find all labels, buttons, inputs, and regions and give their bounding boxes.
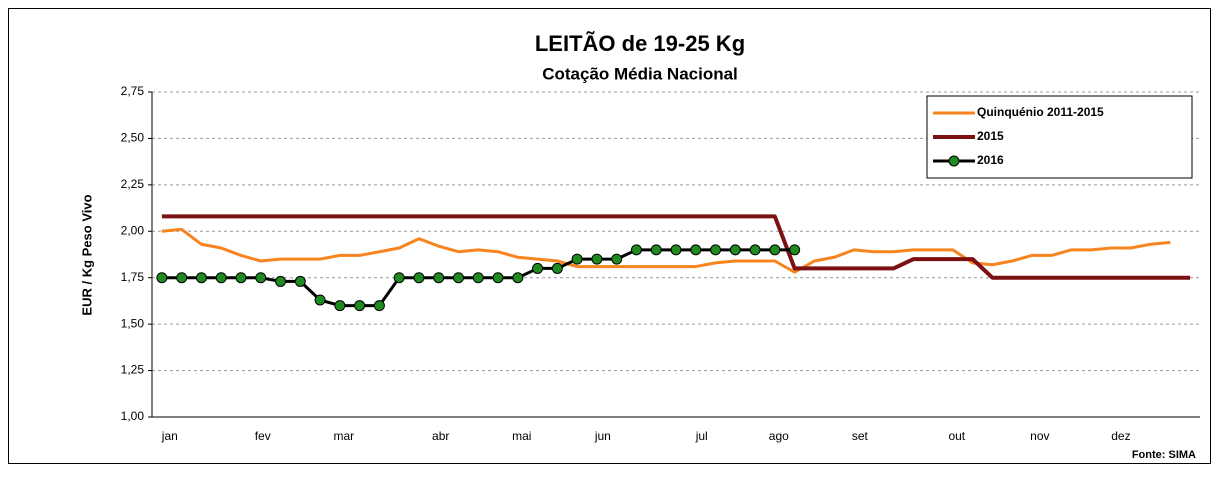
legend-label: 2015 xyxy=(977,129,1004,143)
data-point xyxy=(413,272,425,284)
x-tick-label: dez xyxy=(1111,429,1130,443)
chart-subtitle: Cotação Média Nacional xyxy=(542,64,738,83)
data-point xyxy=(611,253,623,265)
data-point xyxy=(670,244,682,256)
legend-label: 2016 xyxy=(977,153,1004,167)
data-point xyxy=(235,272,247,284)
x-tick-label: fev xyxy=(255,429,271,443)
data-point xyxy=(551,262,563,274)
data-point xyxy=(176,272,188,284)
source-note: Fonte: SIMA xyxy=(1132,449,1196,461)
x-tick-label: jan xyxy=(161,429,178,443)
data-point xyxy=(512,272,524,284)
data-point xyxy=(591,253,603,265)
data-point xyxy=(314,294,326,306)
data-point xyxy=(630,244,642,256)
x-tick-label: set xyxy=(852,429,869,443)
data-point xyxy=(571,253,583,265)
y-tick-label: 1,00 xyxy=(121,409,145,423)
data-point xyxy=(275,275,287,287)
data-point xyxy=(215,272,227,284)
y-tick-label: 2,50 xyxy=(121,131,145,145)
data-point xyxy=(749,244,761,256)
y-tick-label: 2,25 xyxy=(121,177,145,191)
data-point xyxy=(334,300,346,312)
x-tick-label: nov xyxy=(1030,429,1049,443)
x-tick-label: jun xyxy=(594,429,611,443)
data-point xyxy=(769,244,781,256)
data-point xyxy=(393,272,405,284)
x-tick-label: jul xyxy=(695,429,708,443)
series-line xyxy=(161,227,1171,274)
data-point xyxy=(472,272,484,284)
chart-title: LEITÃO de 19-25 Kg xyxy=(535,31,745,56)
data-point xyxy=(710,244,722,256)
x-tick-label: out xyxy=(948,429,965,443)
data-point xyxy=(156,272,168,284)
data-point xyxy=(789,244,801,256)
y-tick-label: 1,75 xyxy=(121,270,145,284)
y-tick-label: 2,00 xyxy=(121,223,145,237)
data-point xyxy=(195,272,207,284)
data-point xyxy=(492,272,504,284)
x-tick-label: mai xyxy=(512,429,531,443)
y-tick-label: 1,50 xyxy=(121,316,145,330)
series-line xyxy=(161,214,1191,280)
x-tick-label: mar xyxy=(333,429,354,443)
data-point xyxy=(729,244,741,256)
legend-marker xyxy=(948,155,960,167)
data-point xyxy=(373,300,385,312)
x-tick-label: abr xyxy=(432,429,449,443)
data-point xyxy=(690,244,702,256)
data-point xyxy=(532,262,544,274)
data-point xyxy=(294,275,306,287)
y-axis-label: EUR / Kg Peso Vivo xyxy=(79,194,94,315)
data-point xyxy=(650,244,662,256)
data-point xyxy=(354,300,366,312)
y-tick-label: 1,25 xyxy=(121,363,145,377)
chart-border xyxy=(8,8,1211,464)
data-point xyxy=(433,272,445,284)
data-point xyxy=(255,272,267,284)
legend-label: Quinquénio 2011-2015 xyxy=(977,105,1104,119)
data-point xyxy=(452,272,464,284)
x-tick-label: ago xyxy=(769,429,789,443)
y-tick-label: 2,75 xyxy=(121,84,145,98)
